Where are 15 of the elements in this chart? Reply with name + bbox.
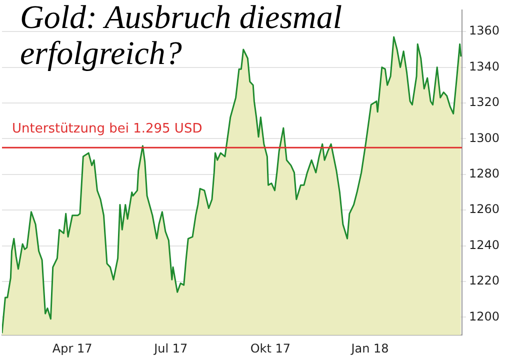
x-tick-label: Jul 17	[153, 341, 188, 356]
y-tick-label: 1220	[469, 274, 500, 288]
chart-title: Gold: Ausbruch diesmal erfolgreich?	[20, 0, 344, 72]
y-tick-label: 1200	[469, 309, 500, 324]
x-tick-label: Apr 17	[52, 341, 92, 356]
y-tick-label: 1360	[469, 24, 500, 38]
y-tick-label: 1280	[469, 166, 500, 181]
y-tick-label: 1300	[469, 130, 500, 145]
y-tick-label: 1240	[469, 238, 500, 252]
y-tick-label: 1340	[469, 59, 500, 74]
x-tick-label: Okt 17	[250, 341, 291, 356]
x-tick-label: Jan 18	[350, 341, 389, 356]
y-tick-label: 1260	[469, 202, 500, 216]
y-tick-label: 1320	[469, 95, 500, 110]
ref-line-label: Unterstützung bei 1.295 USD	[12, 121, 202, 136]
